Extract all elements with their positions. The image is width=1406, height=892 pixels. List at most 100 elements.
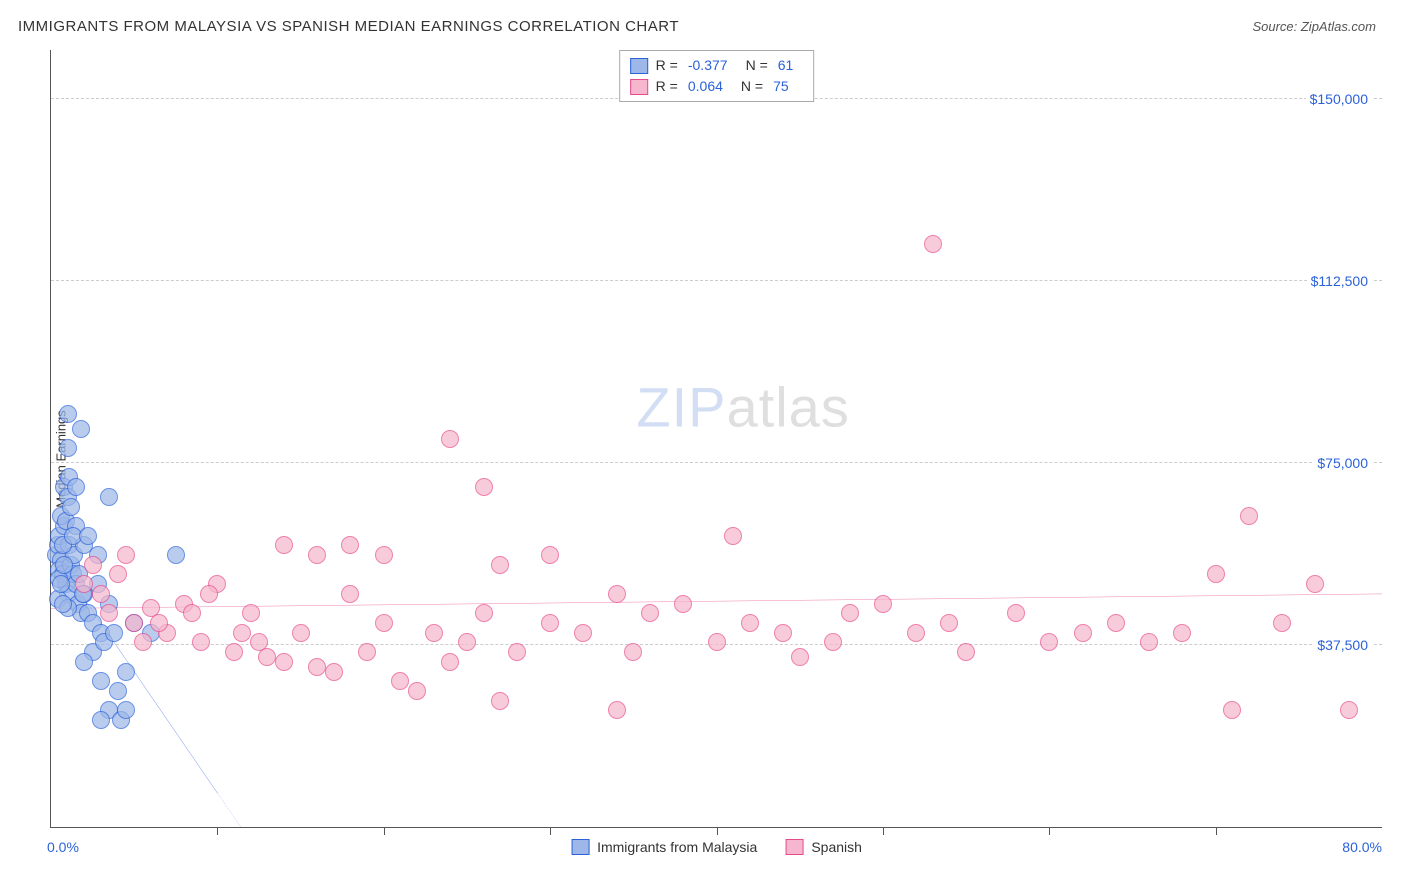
- r-value-2: 0.064: [688, 76, 723, 97]
- data-point: [358, 643, 376, 661]
- data-point: [125, 614, 143, 632]
- data-point: [940, 614, 958, 632]
- data-point: [109, 682, 127, 700]
- data-point: [325, 663, 343, 681]
- gridline: [51, 280, 1382, 281]
- legend-swatch-1: [630, 58, 648, 74]
- data-point: [341, 536, 359, 554]
- data-point: [92, 711, 110, 729]
- data-point: [275, 653, 293, 671]
- r-value-1: -0.377: [688, 55, 728, 76]
- legend-item-1: Immigrants from Malaysia: [571, 839, 757, 855]
- data-point: [92, 585, 110, 603]
- data-point: [1040, 633, 1058, 651]
- data-point: [574, 624, 592, 642]
- y-tick-label: $150,000: [1306, 91, 1372, 107]
- data-point: [150, 614, 168, 632]
- source-label: Source:: [1252, 19, 1300, 34]
- watermark-atlas: atlas: [727, 376, 850, 439]
- y-tick-label: $112,500: [1307, 273, 1372, 289]
- n-label-1: N =: [746, 55, 768, 76]
- data-point: [1273, 614, 1291, 632]
- data-point: [1223, 701, 1241, 719]
- y-tick-label: $75,000: [1313, 455, 1372, 471]
- data-point: [441, 653, 459, 671]
- data-point: [1340, 701, 1358, 719]
- legend-label-2: Spanish: [811, 839, 862, 855]
- data-point: [1173, 624, 1191, 642]
- data-point: [100, 604, 118, 622]
- data-point: [341, 585, 359, 603]
- data-point: [167, 546, 185, 564]
- legend-swatch-bottom-1: [571, 839, 589, 855]
- data-point: [724, 527, 742, 545]
- data-point: [508, 643, 526, 661]
- data-point: [117, 663, 135, 681]
- r-label-2: R =: [656, 76, 678, 97]
- chart-container: Median Earnings ZIPatlas R = -0.377 N = …: [18, 50, 1382, 868]
- x-tick: [384, 827, 385, 835]
- data-point: [52, 575, 70, 593]
- data-point: [109, 565, 127, 583]
- data-point: [308, 546, 326, 564]
- data-point: [375, 546, 393, 564]
- data-point: [907, 624, 925, 642]
- data-point: [75, 653, 93, 671]
- data-point: [441, 430, 459, 448]
- n-value-2: 75: [773, 76, 789, 97]
- legend-item-2: Spanish: [785, 839, 862, 855]
- data-point: [541, 614, 559, 632]
- data-point: [84, 556, 102, 574]
- data-point: [1074, 624, 1092, 642]
- data-point: [75, 575, 93, 593]
- y-tick-label: $37,500: [1313, 637, 1372, 653]
- r-label-1: R =: [656, 55, 678, 76]
- data-point: [117, 701, 135, 719]
- data-point: [741, 614, 759, 632]
- x-tick: [717, 827, 718, 835]
- data-point: [924, 235, 942, 253]
- data-point: [491, 556, 509, 574]
- data-point: [183, 604, 201, 622]
- data-point: [1207, 565, 1225, 583]
- data-point: [774, 624, 792, 642]
- data-point: [105, 624, 123, 642]
- data-point: [391, 672, 409, 690]
- plot-area: ZIPatlas R = -0.377 N = 61 R = 0.064 N =…: [50, 50, 1382, 828]
- data-point: [233, 624, 251, 642]
- data-point: [491, 692, 509, 710]
- data-point: [425, 624, 443, 642]
- data-point: [957, 643, 975, 661]
- data-point: [250, 633, 268, 651]
- data-point: [1007, 604, 1025, 622]
- gridline: [51, 462, 1382, 463]
- data-point: [79, 527, 97, 545]
- data-point: [192, 633, 210, 651]
- legend-label-1: Immigrants from Malaysia: [597, 839, 757, 855]
- data-point: [62, 498, 80, 516]
- data-point: [134, 633, 152, 651]
- data-point: [100, 488, 118, 506]
- data-point: [292, 624, 310, 642]
- source-attribution: Source: ZipAtlas.com: [1252, 19, 1376, 34]
- data-point: [92, 672, 110, 690]
- data-point: [458, 633, 476, 651]
- watermark-zip: ZIP: [636, 376, 726, 439]
- source-value: ZipAtlas.com: [1301, 19, 1376, 34]
- data-point: [641, 604, 659, 622]
- chart-header: IMMIGRANTS FROM MALAYSIA VS SPANISH MEDI…: [0, 0, 1406, 47]
- data-point: [54, 595, 72, 613]
- data-point: [1107, 614, 1125, 632]
- data-point: [308, 658, 326, 676]
- data-point: [624, 643, 642, 661]
- x-tick: [1049, 827, 1050, 835]
- series-legend: Immigrants from Malaysia Spanish: [571, 839, 862, 855]
- data-point: [72, 420, 90, 438]
- x-axis-max: 80.0%: [1342, 839, 1382, 855]
- chart-title: IMMIGRANTS FROM MALAYSIA VS SPANISH MEDI…: [18, 18, 679, 35]
- data-point: [608, 701, 626, 719]
- trend-lines: [51, 50, 1382, 827]
- data-point: [841, 604, 859, 622]
- data-point: [67, 478, 85, 496]
- data-point: [200, 585, 218, 603]
